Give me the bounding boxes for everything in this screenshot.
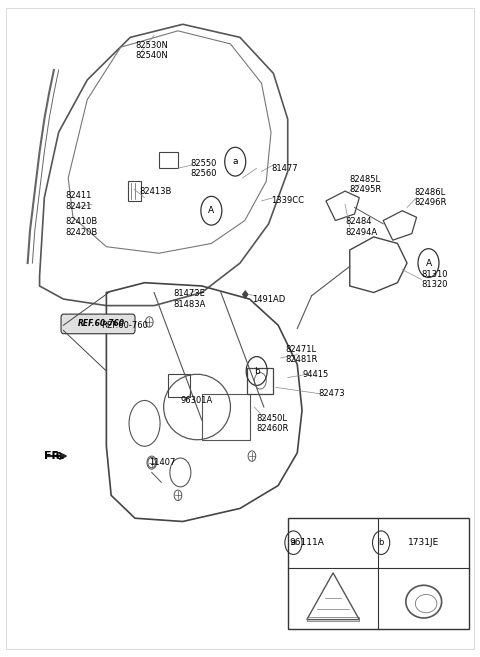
Text: 82485L
82495R: 82485L 82495R [350, 175, 382, 194]
Text: FR.: FR. [44, 451, 65, 461]
Text: 1339CC: 1339CC [271, 196, 304, 206]
Text: A: A [208, 206, 215, 215]
Text: 96301A: 96301A [180, 396, 213, 405]
Bar [307, 617, 360, 622]
Text: REF.60-760: REF.60-760 [102, 321, 148, 330]
Text: 81310
81320: 81310 81320 [421, 270, 448, 289]
Text: 82486L
82496R: 82486L 82496R [414, 188, 446, 208]
Text: 82410B
82420B: 82410B 82420B [66, 217, 98, 237]
Text: FR.: FR. [51, 451, 65, 461]
Text: REF.60-760: REF.60-760 [78, 319, 125, 328]
Text: 11407: 11407 [149, 458, 176, 467]
Text: 82471L
82481R: 82471L 82481R [285, 345, 318, 365]
Text: 82413B: 82413B [140, 187, 172, 196]
Bar [288, 518, 469, 629]
Text: 82530N
82540N: 82530N 82540N [135, 41, 168, 60]
Text: b: b [378, 538, 384, 547]
Text: b: b [254, 367, 260, 376]
Text: A: A [425, 259, 432, 267]
Text: 82473: 82473 [319, 390, 346, 398]
Text: 82484
82494A: 82484 82494A [345, 217, 377, 237]
Text: 94415: 94415 [302, 370, 328, 379]
Bar [247, 368, 274, 394]
Text: 81477: 81477 [271, 164, 298, 173]
Text: 82450L
82460R: 82450L 82460R [257, 414, 289, 433]
Text: 82550
82560: 82550 82560 [190, 158, 216, 178]
Text: 81473E
81483A: 81473E 81483A [173, 289, 205, 309]
Text: 1491AD: 1491AD [252, 294, 285, 304]
Bar [202, 394, 250, 440]
FancyBboxPatch shape [61, 314, 135, 334]
Text: 96111A: 96111A [289, 538, 324, 547]
Polygon shape [242, 290, 248, 298]
Bar [128, 181, 141, 201]
Text: a: a [232, 157, 238, 166]
Text: a: a [291, 538, 296, 547]
Text: 1731JE: 1731JE [408, 538, 439, 547]
Text: 82411
82421: 82411 82421 [66, 191, 92, 211]
Bar [159, 152, 178, 168]
Bar [168, 374, 190, 397]
